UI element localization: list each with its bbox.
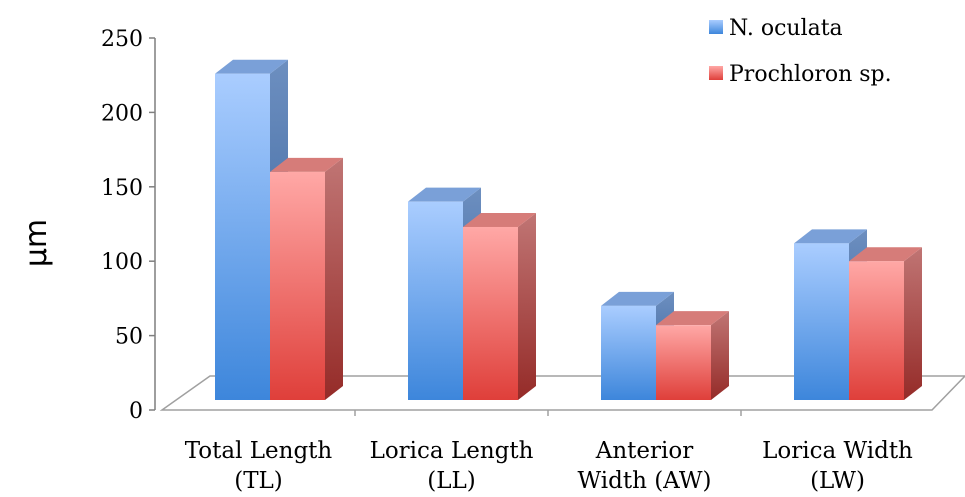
legend-label: Prochloron sp.: [729, 62, 892, 87]
bar-front: [601, 305, 656, 400]
category-label: (LL): [427, 468, 476, 494]
bar-top: [794, 229, 867, 244]
y-tick-label: 0: [129, 399, 143, 424]
bar-top: [601, 291, 674, 306]
y-tick-label: 50: [115, 325, 143, 350]
legend: N. oculata Prochloron sp.: [709, 16, 892, 87]
bar-top: [408, 187, 481, 202]
bar-side: [904, 247, 922, 400]
category-label: Total Length: [185, 438, 333, 464]
bar-front: [408, 201, 463, 400]
bar-top: [215, 59, 288, 74]
bar-side: [518, 212, 536, 400]
bar-front: [794, 243, 849, 400]
bar-side: [711, 311, 729, 400]
bar-front: [849, 261, 904, 400]
bar-side: [325, 157, 343, 400]
bar-top: [849, 247, 922, 262]
legend-swatch: [709, 66, 723, 80]
y-tick-label: 100: [101, 250, 143, 275]
x-axis-ticks: [354, 410, 742, 416]
legend-swatch: [709, 20, 723, 34]
category-label: (TL): [234, 468, 283, 494]
y-tick-label: 250: [101, 27, 143, 52]
y-tick-label: 150: [101, 176, 143, 201]
chart-floor: [159, 375, 965, 411]
category-label: Lorica Length: [370, 438, 534, 464]
bar-front: [463, 226, 518, 400]
bars-group: [215, 59, 922, 400]
bar-front: [656, 325, 711, 400]
bar-front: [215, 73, 270, 400]
bar-front: [270, 171, 325, 400]
category-label: Lorica Width: [762, 438, 913, 464]
category-labels: Total Length (TL) Lorica Length (LL) Anterio…: [185, 438, 913, 494]
y-axis-label: µm: [19, 219, 54, 267]
bar-prochloron-1: [270, 157, 343, 400]
category-label: Anterior: [595, 438, 693, 464]
y-tick-label: 200: [101, 101, 143, 126]
bar-top: [463, 212, 536, 227]
bar-prochloron-2: [463, 212, 536, 400]
category-label: Width (AW): [578, 468, 712, 494]
bar-prochloron-4: [849, 247, 922, 400]
bar-top: [270, 157, 343, 172]
category-label: (LW): [810, 468, 865, 494]
legend-label: N. oculata: [729, 16, 843, 41]
bar-prochloron-3: [656, 311, 729, 400]
bar-top: [656, 311, 729, 326]
y-axis-ticks: 0 50 100 150 200 250: [101, 27, 155, 424]
